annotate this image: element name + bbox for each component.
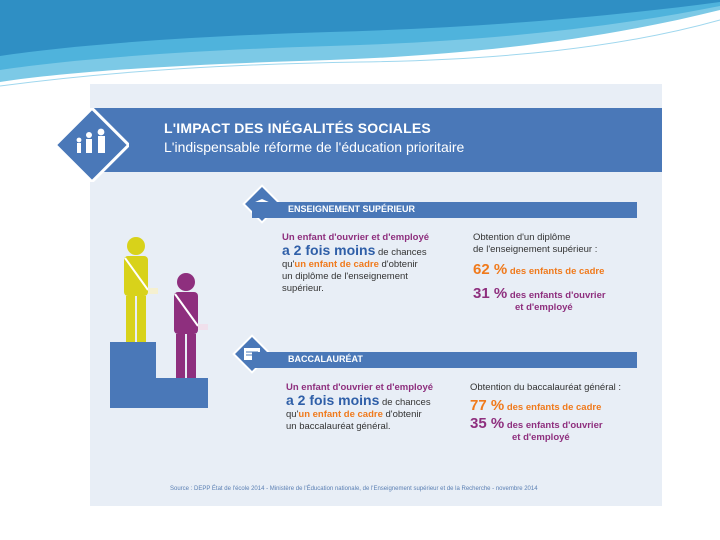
stat-value: 62 % bbox=[473, 261, 508, 278]
source-footer: Source : DEPP État de l'école 2014 - Min… bbox=[170, 486, 538, 492]
baccalaureate-stats: Obtention du baccalauréat général : 77 %… bbox=[470, 382, 622, 443]
decorative-wave bbox=[0, 0, 720, 87]
section-header-higher-education: ENSEIGNEMENT SUPÉRIEUR bbox=[252, 202, 637, 218]
infographic: L'IMPACT DES INÉGALITÉS SOCIALES L'indis… bbox=[55, 84, 662, 506]
stat-value: 31 % bbox=[473, 285, 508, 302]
family-walking-icon bbox=[55, 108, 129, 182]
students-on-stairs-illustration bbox=[110, 237, 208, 408]
page-subtitle: L'indispensable réforme de l'éducation p… bbox=[164, 139, 465, 155]
header-banner: L'IMPACT DES INÉGALITÉS SOCIALES L'indis… bbox=[55, 108, 662, 182]
higher-education-stats: Obtention d'un diplôme de l'enseignement… bbox=[473, 232, 606, 313]
stat-value: 77 % bbox=[470, 397, 505, 414]
stat-value: 35 % bbox=[470, 415, 505, 432]
section-header-baccalaureate: BACCALAURÉAT bbox=[252, 352, 637, 368]
higher-education-statement: Un enfant d'ouvrier et d'employé a 2 foi… bbox=[282, 232, 430, 294]
page-title: L'IMPACT DES INÉGALITÉS SOCIALES bbox=[164, 120, 431, 136]
baccalaureate-statement: Un enfant d'ouvrier et d'employé a 2 foi… bbox=[286, 382, 434, 432]
